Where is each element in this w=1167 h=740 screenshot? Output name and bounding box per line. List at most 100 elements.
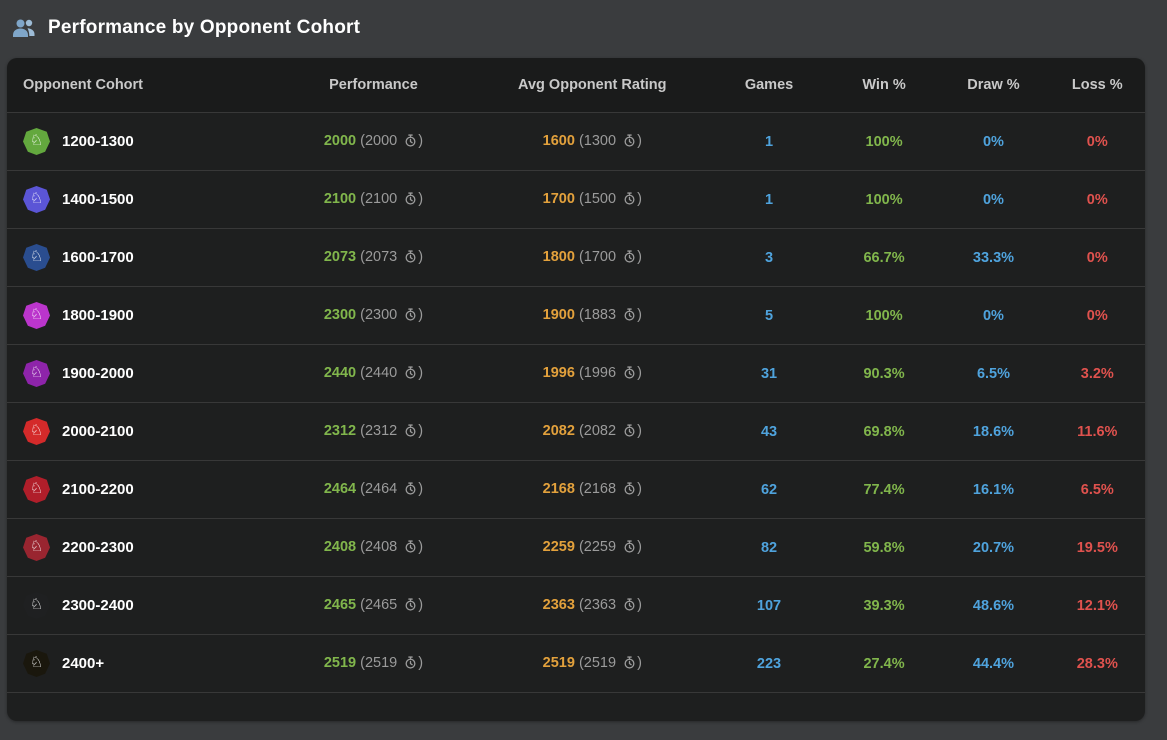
col-header-games: Games [707, 58, 831, 113]
avg-rating-value: 2259 [542, 538, 575, 555]
people-icon [12, 17, 38, 39]
win-pct: 77.4% [863, 481, 905, 498]
table-row: ♘ 2000-2100 2312 (2312 ) 2082 (2082 ) 43… [7, 402, 1145, 461]
performance-official-value: (2100 [360, 190, 402, 207]
table-footer-row [7, 692, 1145, 721]
avg-rating-official-value: (2082 [578, 422, 621, 439]
avg-rating-official-value: (2363 [578, 596, 621, 613]
table-row: ♘ 2200-2300 2408 (2408 ) 2259 (2259 ) 82… [7, 518, 1145, 577]
cohort-label: 1600-1700 [62, 249, 134, 266]
col-header-opponent-cohort: Opponent Cohort [7, 58, 270, 113]
loss-pct: 6.5% [1080, 481, 1114, 498]
avg-rating-value: 2363 [542, 596, 575, 613]
table-row: ♘ 1400-1500 2100 (2100 ) 1700 (1500 ) 1 … [7, 170, 1145, 229]
performance-value: 2465 [323, 596, 357, 613]
avg-rating-value: 2168 [542, 480, 575, 497]
win-pct: 100% [865, 133, 903, 150]
loss-pct: 12.1% [1076, 597, 1118, 614]
paren-close: ) [637, 480, 642, 497]
cohort-badge-icon: ♘ [23, 650, 50, 677]
rating-type-icon [404, 191, 417, 209]
avg-rating-official-value: (1996 [578, 364, 621, 381]
avg-rating-official-value: (2259 [578, 538, 621, 555]
performance-official-value: (2073 [360, 248, 402, 265]
page-title: Performance by Opponent Cohort [48, 16, 361, 38]
draw-pct: 48.6% [972, 597, 1015, 614]
rating-type-icon [404, 539, 417, 557]
section-titlebar: Performance by Opponent Cohort [0, 0, 1167, 55]
paren-close: ) [637, 364, 642, 381]
paren-close: ) [637, 132, 642, 149]
avg-rating-value: 1600 [542, 132, 575, 149]
win-pct: 90.3% [863, 365, 905, 382]
games-count: 43 [760, 423, 778, 440]
cohort-label: 1400-1500 [62, 191, 134, 208]
games-count: 1 [764, 191, 774, 208]
performance-official-value: (2300 [360, 306, 402, 323]
paren-close: ) [637, 596, 642, 613]
avg-rating-value: 2519 [542, 654, 575, 671]
draw-pct: 0% [982, 191, 1004, 208]
win-pct: 100% [865, 307, 903, 324]
rating-type-icon [623, 423, 636, 441]
table-row: ♘ 1600-1700 2073 (2073 ) 1800 (1700 ) 3 … [7, 228, 1145, 287]
cohort-badge-icon: ♘ [23, 418, 50, 445]
games-count: 31 [760, 365, 778, 382]
loss-pct: 3.2% [1080, 365, 1114, 382]
cohort-label: 1800-1900 [62, 307, 134, 324]
avg-rating-official-value: (1500 [578, 190, 621, 207]
paren-close: ) [637, 538, 642, 555]
loss-pct: 0% [1086, 307, 1108, 324]
rating-type-icon [404, 597, 417, 615]
games-count: 3 [764, 249, 774, 266]
rating-type-icon [404, 423, 417, 441]
draw-pct: 18.6% [972, 423, 1015, 440]
performance-official-value: (2465 [360, 596, 402, 613]
rating-type-icon [623, 307, 636, 325]
performance-value: 2300 [323, 306, 357, 323]
games-count: 107 [756, 597, 782, 614]
win-pct: 39.3% [863, 597, 905, 614]
draw-pct: 0% [982, 307, 1004, 324]
cohort-label: 1200-1300 [62, 133, 134, 150]
paren-close: ) [418, 422, 424, 439]
avg-rating-official-value: (2168 [578, 480, 621, 497]
rating-type-icon [404, 655, 417, 673]
avg-rating-value: 1700 [542, 190, 575, 207]
games-count: 5 [764, 307, 774, 324]
avg-rating-value: 1996 [542, 364, 575, 381]
performance-value: 2408 [323, 538, 357, 555]
draw-pct: 20.7% [972, 539, 1015, 556]
avg-rating-official-value: (1700 [578, 248, 621, 265]
rating-type-icon [404, 365, 417, 383]
cohort-badge-icon: ♘ [23, 244, 50, 271]
cohort-badge-icon: ♘ [23, 592, 50, 619]
loss-pct: 0% [1086, 133, 1108, 150]
table-row: ♘ 1800-1900 2300 (2300 ) 1900 (1883 ) 5 … [7, 286, 1145, 345]
cohort-label: 2100-2200 [62, 481, 134, 498]
cohort-label: 2400+ [62, 655, 105, 672]
table-body: ♘ 1200-1300 2000 (2000 ) 1600 (1300 ) 1 … [7, 112, 1145, 693]
performance-official-value: (2408 [360, 538, 402, 555]
paren-close: ) [637, 654, 642, 671]
cohort-label: 1900-2000 [62, 365, 134, 382]
cohort-label: 2300-2400 [62, 597, 134, 614]
rating-type-icon [404, 307, 417, 325]
win-pct: 59.8% [863, 539, 905, 556]
win-pct: 100% [865, 191, 903, 208]
win-pct: 66.7% [863, 249, 905, 266]
cohort-performance-panel: Opponent Cohort Performance Avg Opponent… [7, 58, 1145, 721]
draw-pct: 6.5% [976, 365, 1010, 382]
paren-close: ) [418, 132, 424, 149]
performance-value: 2073 [323, 248, 357, 265]
rating-type-icon [623, 481, 636, 499]
col-header-avg-opponent-rating: Avg Opponent Rating [477, 58, 708, 113]
draw-pct: 33.3% [972, 249, 1015, 266]
rating-type-icon [623, 365, 636, 383]
table-row: ♘ 2400+ 2519 (2519 ) 2519 (2519 ) 223 27… [7, 634, 1145, 693]
rating-type-icon [623, 597, 636, 615]
avg-rating-value: 1800 [542, 248, 575, 265]
rating-type-icon [623, 655, 636, 673]
rating-type-icon [404, 481, 417, 499]
performance-official-value: (2464 [360, 480, 402, 497]
